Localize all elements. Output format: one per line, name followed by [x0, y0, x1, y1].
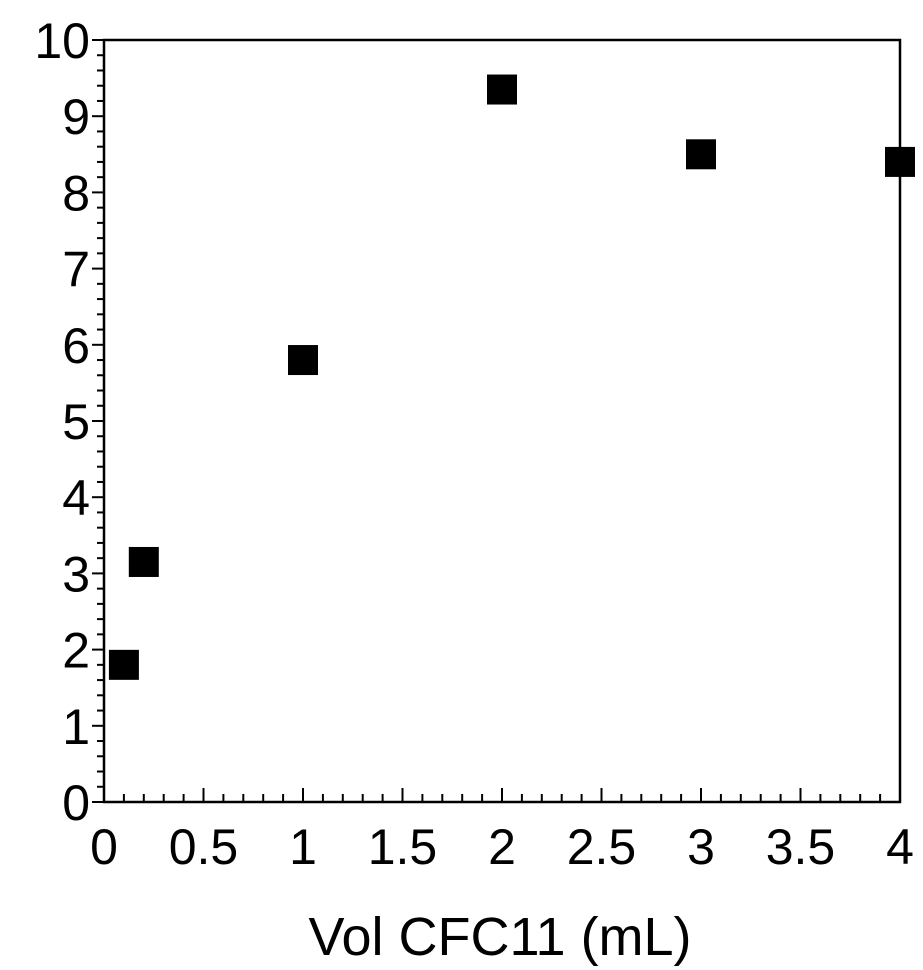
data-point [108, 649, 139, 680]
y-tick-label: 8 [62, 165, 90, 221]
y-tick-label: 5 [62, 394, 90, 450]
data-point [128, 546, 159, 577]
axes [102, 38, 902, 804]
data-point [288, 345, 318, 376]
data-point [885, 146, 915, 177]
x-tick-label: 2.5 [567, 819, 637, 875]
x-tick-label: 3 [687, 819, 715, 875]
x-tick-label: 1.5 [368, 819, 438, 875]
x-axis-label: Vol CFC11 (mL) [308, 907, 691, 967]
x-tick-label: 0.5 [169, 819, 239, 875]
ticks: 0 0.5 1 1.5 2 2.5 3 3.5 4 0 1 2 3 4 5 6 7 8 9 10 [34, 13, 914, 875]
data-point [487, 74, 517, 105]
plot-frame [102, 38, 902, 804]
x-tick-label: 2 [488, 819, 516, 875]
y-tick-label: 6 [62, 318, 90, 374]
y-tick-label: 0 [62, 775, 90, 831]
x-tick-label: 1 [289, 819, 317, 875]
x-tick-label: 0 [90, 819, 118, 875]
y-tick-label: 4 [62, 470, 90, 526]
y-tick-label: 10 [34, 13, 90, 69]
y-tick-label: 3 [62, 546, 90, 602]
data-points [108, 74, 915, 680]
x-tick-label: 3.5 [766, 819, 836, 875]
y-tick-label: 9 [62, 89, 90, 145]
y-tick-label: 2 [62, 623, 90, 679]
y-tick-label: 1 [62, 699, 90, 755]
x-tick-label: 4 [886, 819, 914, 875]
data-point [686, 139, 716, 170]
y-tick-label: 7 [62, 242, 90, 298]
